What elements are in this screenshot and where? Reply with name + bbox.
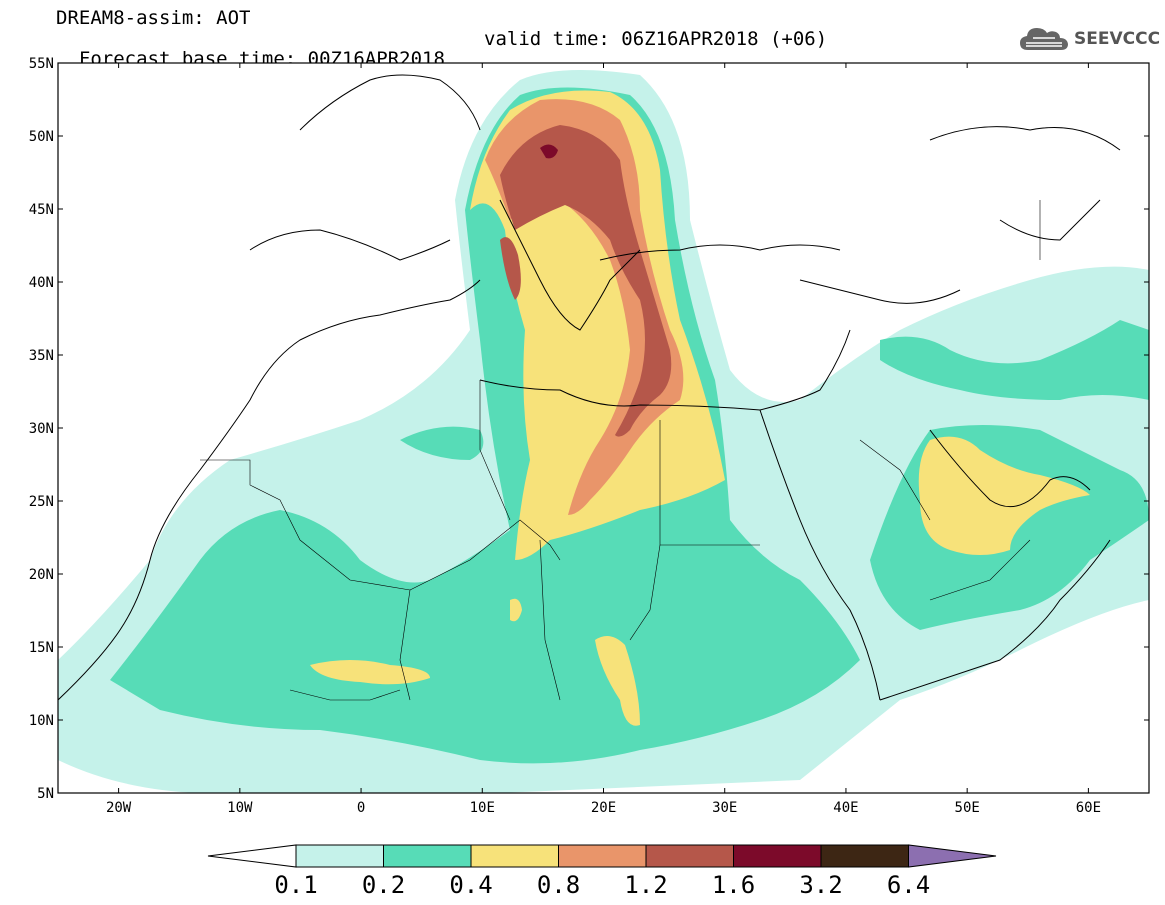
colorbar-label: 0.1: [274, 871, 317, 899]
lon-label: 40E: [833, 800, 858, 816]
lon-label: 0: [357, 800, 365, 816]
colorbar: 0.1 0.2 0.4 0.8 1.2 1.6 3.2 6.4: [207, 844, 997, 899]
colorbar-segment: [295, 844, 384, 868]
seevccc-logo: SEEVCCC: [1018, 24, 1160, 54]
lon-label: 30E: [712, 800, 737, 816]
colorbar-label: 1.2: [624, 871, 667, 899]
aot-level-1.6: [540, 144, 558, 159]
lon-label: 10W: [227, 800, 253, 816]
colorbar-segment: [645, 844, 734, 868]
coastlines: [58, 63, 1121, 793]
lat-label: 20N: [29, 567, 54, 583]
colorbar-segment: [470, 844, 559, 868]
lat-label: 5N: [37, 786, 54, 802]
colorbar-label: 3.2: [799, 871, 842, 899]
colorbar-left-arrow: [207, 844, 297, 868]
colorbar-segment: [558, 844, 647, 868]
lon-label: 50E: [955, 800, 980, 816]
colorbar-label: 6.4: [887, 871, 930, 899]
country-borders: [200, 200, 1041, 701]
aot-contours: [58, 70, 1149, 793]
lon-label: 60E: [1076, 800, 1101, 816]
lat-label: 40N: [29, 275, 54, 291]
lat-label: 50N: [29, 129, 54, 145]
latitude-axis: 55N 50N 45N 40N 35N 30N 25N 20N 15N 10N 5N: [29, 56, 1149, 802]
lon-label: 20E: [591, 800, 616, 816]
colorbar-label: 1.6: [712, 871, 755, 899]
lat-label: 30N: [29, 421, 54, 437]
cloud-icon: [1020, 28, 1068, 50]
lat-label: 15N: [29, 640, 54, 656]
map-title: DREAM8-assim: AOT: [56, 7, 251, 29]
colorbar-segment: [733, 844, 822, 868]
colorbar-segment: [820, 844, 909, 868]
colorbar-label: 0.8: [537, 871, 580, 899]
valid-time-text: valid time: 06Z16APR2018 (+06): [484, 28, 828, 50]
colorbar-label: 0.4: [449, 871, 492, 899]
lat-label: 10N: [29, 713, 54, 729]
colorbar-right-arrow: [908, 844, 997, 868]
logo-text: SEEVCCC: [1074, 29, 1161, 49]
lon-label: 20W: [106, 800, 132, 816]
aot-level-1.2: [500, 125, 672, 437]
lat-label: 35N: [29, 348, 54, 364]
longitude-axis: 20W 10W 0 10E 20E 30E 40E 50E 60E: [106, 63, 1101, 816]
lat-label: 45N: [29, 202, 54, 218]
lat-label: 25N: [29, 494, 54, 510]
colorbar-segment: [383, 844, 472, 868]
lon-label: 10E: [470, 800, 495, 816]
lat-label: 55N: [29, 56, 54, 72]
colorbar-label: 0.2: [362, 871, 405, 899]
